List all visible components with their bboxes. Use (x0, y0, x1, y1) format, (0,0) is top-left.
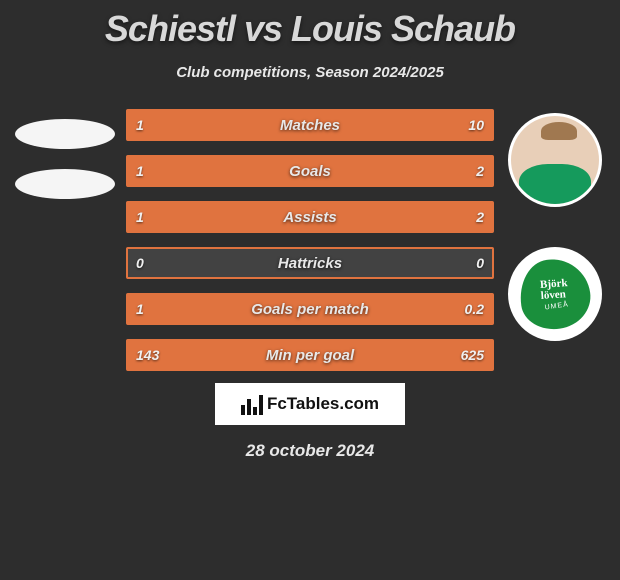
player-right-club-logo: Björklöven UMEÅ (508, 247, 602, 341)
stat-row: 1Goals2 (126, 155, 494, 187)
stat-label: Goals (128, 163, 492, 180)
subtitle: Club competitions, Season 2024/2025 (0, 64, 620, 81)
player-right-column: Björklöven UMEÅ (500, 109, 610, 371)
player-left-club-placeholder (15, 169, 115, 199)
stat-row: 0Hattricks0 (126, 247, 494, 279)
club-logo-subtext: UMEÅ (544, 301, 569, 311)
date-label: 28 october 2024 (246, 441, 375, 461)
club-logo-text: Björklöven (540, 278, 569, 302)
stat-label: Matches (128, 117, 492, 134)
stat-row: 1Assists2 (126, 201, 494, 233)
stat-value-right: 2 (476, 163, 484, 179)
footer: FcTables.com 28 october 2024 (0, 383, 620, 461)
stat-bars: 1Matches10 1Goals2 1Assists2 0Hattricks0 1Go… (120, 109, 500, 371)
player-left-column (10, 109, 120, 371)
brand-chart-icon (241, 393, 263, 415)
stat-label: Min per goal (128, 347, 492, 364)
stat-row: 1Goals per match0.2 (126, 293, 494, 325)
stat-row: 143Min per goal625 (126, 339, 494, 371)
stat-value-right: 2 (476, 209, 484, 225)
player-right-avatar (508, 113, 602, 207)
stat-value-right: 10 (468, 117, 484, 133)
stat-value-right: 0 (476, 255, 484, 271)
stat-value-right: 625 (461, 347, 484, 363)
stat-value-right: 0.2 (465, 301, 484, 317)
stat-row: 1Matches10 (126, 109, 494, 141)
brand-text: FcTables.com (267, 394, 379, 414)
player-left-avatar-placeholder (15, 119, 115, 149)
comparison-panel: 1Matches10 1Goals2 1Assists2 0Hattricks0 1Go… (0, 109, 620, 371)
page-title: Schiestl vs Louis Schaub (0, 0, 620, 50)
stat-label: Assists (128, 209, 492, 226)
brand-badge: FcTables.com (215, 383, 405, 425)
stat-label: Hattricks (128, 255, 492, 272)
stat-label: Goals per match (128, 301, 492, 318)
